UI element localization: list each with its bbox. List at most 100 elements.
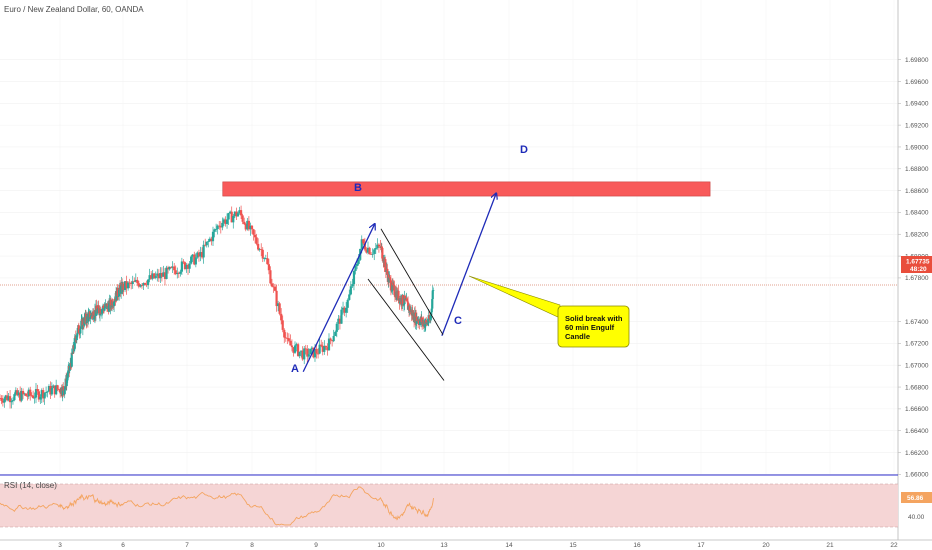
wave-label-d: D: [520, 144, 528, 156]
candle-body: [329, 338, 332, 341]
candle-body: [197, 252, 201, 257]
current-price-badge: 1.67735 48:20: [901, 256, 932, 273]
candle-body: [137, 283, 140, 287]
candle: [111, 298, 114, 309]
candle: [29, 386, 32, 401]
candle-body: [156, 273, 159, 276]
candle-body: [102, 306, 105, 309]
candle-body: [23, 393, 26, 395]
candle-body: [349, 286, 352, 295]
price-tick-label: 1.67400: [905, 319, 929, 326]
wave-label-c: C: [454, 315, 462, 327]
candle-body: [62, 386, 65, 391]
candle: [140, 283, 144, 289]
candle: [24, 392, 28, 397]
candle-body: [286, 338, 289, 339]
price-tick-label: 1.68400: [905, 210, 929, 217]
candle-body: [71, 353, 74, 354]
candle: [185, 263, 188, 273]
candle-body: [306, 348, 309, 357]
wave-cd-arrow[interactable]: [441, 194, 496, 336]
candle: [174, 265, 177, 276]
candle-body: [312, 347, 315, 358]
candle: [293, 341, 297, 355]
candle: [287, 333, 290, 343]
candle: [50, 382, 53, 396]
candle-body: [273, 286, 277, 291]
drawings: [302, 194, 496, 381]
candle: [303, 345, 306, 365]
price-pane[interactable]: [0, 0, 898, 475]
candle: [286, 332, 289, 345]
rsi-pane[interactable]: RSI (14, close) 40.00 56.86: [0, 481, 932, 528]
candle: [354, 263, 357, 275]
wave-ab-arrow[interactable]: [302, 224, 374, 373]
candle-body: [116, 287, 119, 297]
candle-body: [233, 211, 236, 216]
candle: [179, 269, 182, 277]
candle-body: [7, 396, 10, 401]
candle: [345, 302, 348, 318]
candle: [151, 269, 154, 281]
candle-body: [296, 344, 300, 356]
candle-body: [208, 238, 211, 242]
time-axis[interactable]: 3 6 7 8 9 10 13 14 15 16 17 20 21 22: [58, 542, 898, 549]
candle: [219, 221, 222, 234]
callout-note[interactable]: Solid break with 60 min Engulf Candle: [468, 275, 630, 348]
candle-body: [304, 348, 307, 350]
candle-body: [391, 282, 394, 291]
candle-body: [207, 241, 210, 242]
candle-body: [83, 317, 86, 326]
candle: [371, 248, 374, 258]
candle: [318, 338, 321, 355]
candle-body: [216, 225, 219, 229]
candle: [338, 315, 342, 330]
candle-body: [427, 322, 430, 324]
candle: [14, 387, 17, 396]
time-tick-label: 15: [569, 542, 577, 549]
candle: [23, 392, 26, 396]
candle-body: [75, 335, 78, 341]
candle-body: [428, 315, 431, 320]
candle-body: [111, 301, 114, 307]
candle: [253, 230, 257, 244]
candle: [340, 306, 343, 324]
candle-body: [39, 396, 42, 400]
candle: [315, 343, 318, 359]
candle: [316, 348, 320, 359]
candle-body: [277, 303, 280, 307]
price-axis[interactable]: 1.69800 1.69600 1.69400 1.69200 1.69000 1.688…: [898, 57, 929, 479]
candle-body: [416, 316, 419, 322]
candle: [257, 238, 260, 251]
candle: [232, 214, 235, 229]
candle: [42, 387, 45, 403]
channel-lower-line[interactable]: [367, 278, 445, 381]
candle-body: [148, 275, 151, 280]
resistance-zone[interactable]: [222, 181, 711, 197]
candle-body: [3, 398, 6, 403]
candle-body: [204, 244, 207, 246]
candle-body: [261, 249, 264, 259]
candle-body: [63, 389, 66, 395]
candle-body: [430, 312, 433, 315]
candle-body: [406, 302, 410, 310]
channel-upper-line[interactable]: [380, 228, 444, 335]
candle-body: [196, 252, 199, 258]
candle-body: [139, 285, 142, 287]
candle-body: [160, 273, 164, 277]
price-tick-label: 1.67200: [905, 341, 929, 348]
candle-body: [384, 259, 387, 267]
candle-body: [381, 247, 384, 259]
candle-body: [213, 229, 216, 232]
candle: [52, 384, 55, 389]
callout-line-2: 60 min Engulf: [565, 323, 615, 332]
candle-body: [392, 284, 396, 286]
candle-body: [73, 348, 76, 350]
candle: [327, 333, 331, 351]
candle: [329, 337, 332, 345]
candle-body: [103, 307, 106, 311]
price-tick-label: 1.68600: [905, 188, 929, 195]
candle: [39, 394, 42, 405]
candle: [432, 287, 435, 294]
candle-body: [283, 329, 286, 338]
